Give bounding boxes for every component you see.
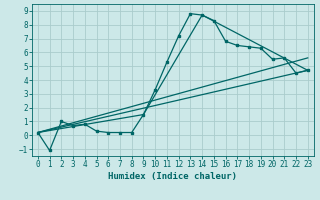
X-axis label: Humidex (Indice chaleur): Humidex (Indice chaleur) bbox=[108, 172, 237, 181]
